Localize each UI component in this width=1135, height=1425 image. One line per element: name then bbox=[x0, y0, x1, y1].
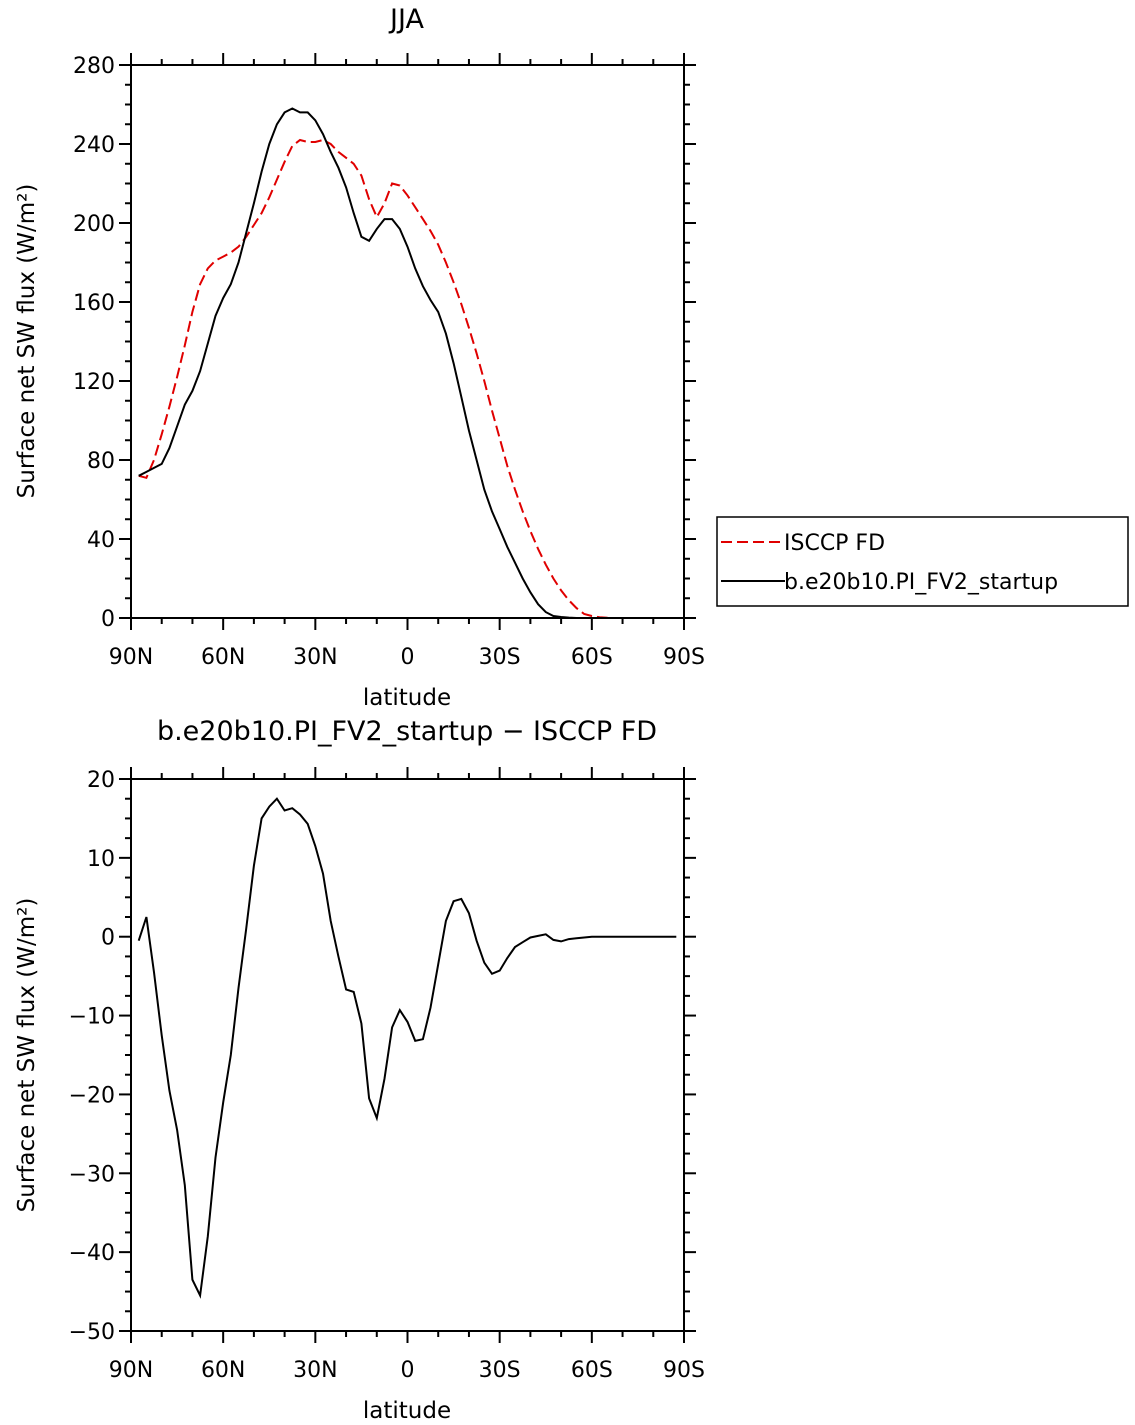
x-tick-label: 30S bbox=[479, 645, 521, 670]
bottom-chart-title: b.e20b10.PI_FV2_startup − ISCCP FD bbox=[157, 716, 657, 747]
legend-label-model: b.e20b10.PI_FV2_startup bbox=[784, 570, 1058, 595]
x-tick-label: 30N bbox=[293, 1358, 337, 1383]
top-plot-frame bbox=[130, 64, 685, 619]
x-tick-label: 90N bbox=[109, 645, 153, 670]
y-tick-label: −20 bbox=[69, 1083, 115, 1108]
series-difference-line bbox=[137, 797, 677, 1299]
bottom-panel: b.e20b10.PI_FV2_startup − ISCCP FD −50 −4… bbox=[14, 716, 705, 1424]
y-tick-label: 280 bbox=[73, 54, 115, 79]
y-tick-label: 20 bbox=[87, 768, 115, 793]
bottom-x-axis-label: latitude bbox=[363, 1398, 451, 1424]
y-tick-label: −30 bbox=[69, 1162, 115, 1187]
top-x-axis-label: latitude bbox=[363, 685, 451, 711]
y-tick-label: 10 bbox=[87, 847, 115, 872]
y-tick-label: 0 bbox=[101, 607, 115, 632]
top-x-tick-labels: 90N 60N 30N 0 30S 60S 90S bbox=[109, 645, 705, 670]
x-tick-label: 60S bbox=[571, 1358, 613, 1383]
x-tick-label: 90S bbox=[663, 645, 705, 670]
y-tick-label: 40 bbox=[87, 528, 115, 553]
y-tick-label: 0 bbox=[101, 926, 115, 951]
x-tick-label: 60N bbox=[201, 1358, 245, 1383]
y-tick-label: 80 bbox=[87, 449, 115, 474]
bottom-x-tick-labels: 90N 60N 30N 0 30S 60S 90S bbox=[109, 1358, 705, 1383]
bottom-plot-frame bbox=[130, 778, 685, 1332]
legend-box bbox=[716, 516, 1129, 607]
top-ticks bbox=[119, 53, 696, 630]
top-chart-title: JJA bbox=[388, 4, 424, 35]
y-tick-label: −40 bbox=[69, 1241, 115, 1266]
x-tick-label: 90N bbox=[109, 1358, 153, 1383]
x-tick-label: 90S bbox=[663, 1358, 705, 1383]
series-isccp-fd-line bbox=[138, 138, 677, 619]
x-tick-label: 0 bbox=[401, 1358, 415, 1383]
top-y-axis-label: Surface net SW flux (W/m²) bbox=[14, 184, 40, 499]
top-panel: JJA 0 40 80 120 160 200 240 280 90N 60N 30N 0 30S 60… bbox=[14, 4, 1129, 711]
y-tick-label: −50 bbox=[69, 1320, 115, 1345]
y-tick-label: 240 bbox=[73, 133, 115, 158]
legend: ISCCP FD b.e20b10.PI_FV2_startup bbox=[716, 516, 1129, 607]
y-tick-label: 120 bbox=[73, 370, 115, 395]
bottom-ticks bbox=[119, 767, 696, 1343]
bottom-y-axis-label: Surface net SW flux (W/m²) bbox=[14, 898, 40, 1213]
x-tick-label: 60S bbox=[571, 645, 613, 670]
y-tick-label: 160 bbox=[73, 291, 115, 316]
x-tick-label: 0 bbox=[401, 645, 415, 670]
y-tick-label: 200 bbox=[73, 212, 115, 237]
x-tick-label: 30N bbox=[293, 645, 337, 670]
x-tick-label: 30S bbox=[479, 1358, 521, 1383]
x-tick-label: 60N bbox=[201, 645, 245, 670]
top-y-tick-labels: 0 40 80 120 160 200 240 280 bbox=[73, 54, 115, 632]
series-model-line bbox=[138, 107, 677, 619]
y-tick-label: −10 bbox=[69, 1005, 115, 1030]
legend-label-isccp-fd: ISCCP FD bbox=[784, 531, 885, 556]
bottom-y-tick-labels: −50 −40 −30 −20 −10 0 10 20 bbox=[69, 768, 115, 1345]
